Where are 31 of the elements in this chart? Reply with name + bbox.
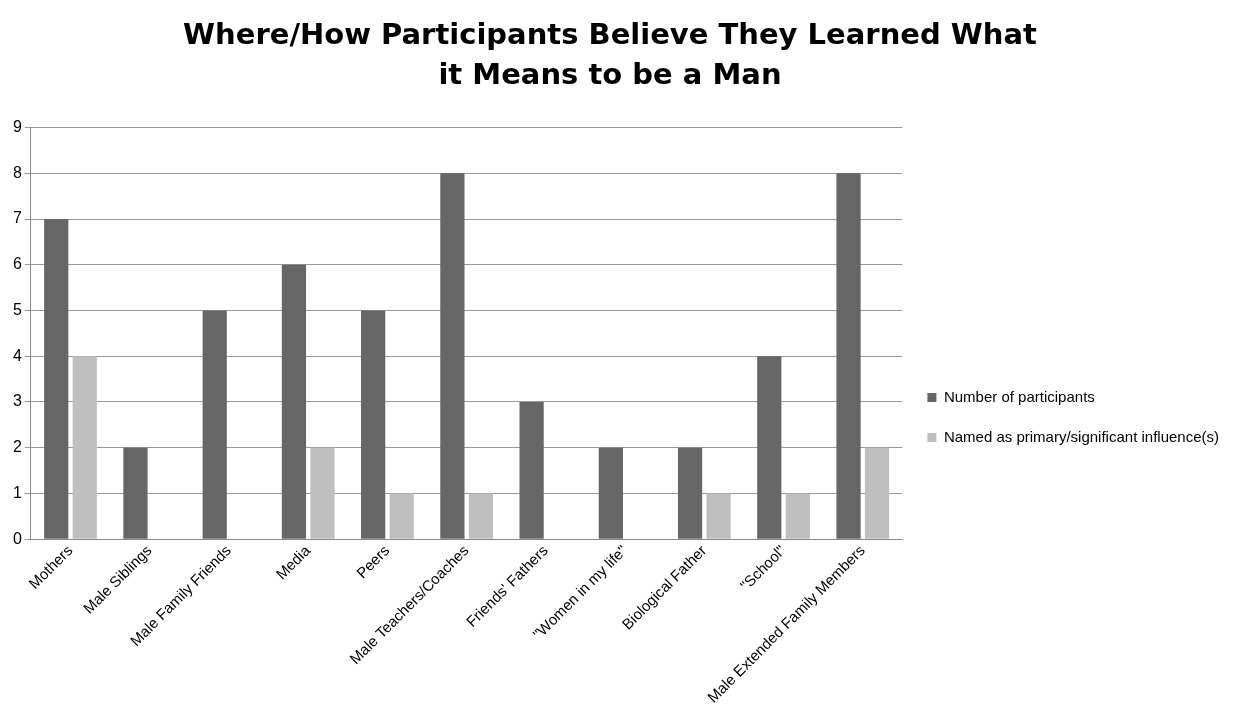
bar: [389, 493, 414, 539]
bar: [757, 356, 782, 539]
bar: [440, 173, 465, 539]
bar: [836, 173, 861, 539]
bar: [281, 264, 307, 539]
bar: [310, 447, 335, 539]
y-tick-label: 4: [12, 346, 22, 364]
legend-label: Number of participants: [943, 387, 1095, 405]
y-tick-label: 3: [12, 392, 22, 410]
chart-title: Where/How Participants Believe They Learned What it Means to be a Man: [182, 16, 1038, 93]
bar: [519, 401, 544, 539]
bar: [361, 310, 386, 539]
y-tick-label: 2: [12, 438, 22, 456]
bar: [72, 356, 97, 539]
y-tick-label: 0: [12, 529, 22, 547]
bar: [785, 493, 810, 539]
legend-label: Named as primary/significant influence(s): [943, 427, 1219, 445]
bar: [44, 219, 69, 539]
y-tick-label: 1: [12, 483, 22, 501]
bar: [598, 447, 623, 539]
y-tick-label: 7: [12, 209, 22, 227]
y-tick-label: 6: [12, 255, 22, 273]
y-tick-label: 5: [12, 300, 22, 318]
bar: [677, 447, 703, 539]
bar: [468, 493, 494, 539]
bar: [706, 493, 731, 539]
y-tick-label: 8: [12, 163, 22, 181]
bar: [202, 310, 227, 539]
bar: [123, 447, 148, 539]
y-tick-label: 9: [12, 118, 22, 136]
bar: [864, 447, 890, 539]
